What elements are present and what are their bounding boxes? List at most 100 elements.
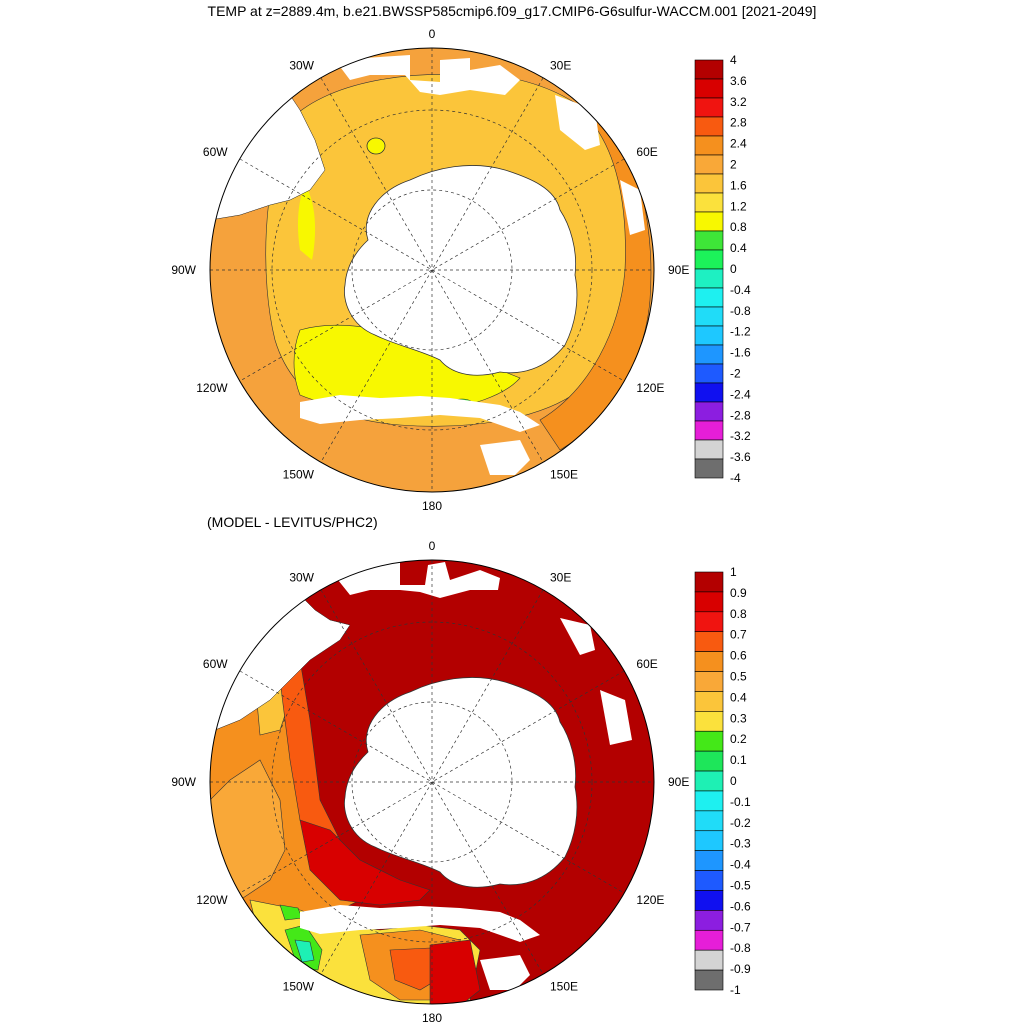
longitude-label: 30W bbox=[289, 59, 314, 73]
colorbar-tick-label: 0.1 bbox=[730, 753, 747, 767]
colorbar-tick-label: -0.8 bbox=[730, 304, 751, 318]
colorbar-tick-label: -0.5 bbox=[730, 879, 751, 893]
longitude-label: 0 bbox=[429, 539, 436, 553]
colorbar-tick-label: -0.6 bbox=[730, 899, 751, 913]
colorbar-tick-label: 0.8 bbox=[730, 607, 747, 621]
colorbar-swatch bbox=[694, 458, 724, 479]
colorbar-swatch bbox=[694, 969, 724, 991]
antarctica-land bbox=[344, 165, 578, 376]
diff-band-0p0 bbox=[294, 939, 315, 963]
colorbar-tick-label: 0.3 bbox=[730, 711, 747, 725]
colorbar-swatch bbox=[694, 810, 724, 832]
top-longitude-labels: 0 30E 60E 90E 120E 150E 180 150W 120W 90W 60W 30W bbox=[171, 27, 689, 513]
colorbar-swatch bbox=[694, 890, 724, 911]
colorbar-tick-label: 0.4 bbox=[730, 241, 747, 255]
colorbar-tick-label: -1.2 bbox=[730, 325, 751, 339]
longitude-label: 150W bbox=[283, 979, 315, 993]
colorbar-tick-label: -0.8 bbox=[730, 941, 751, 955]
longitude-label: 120E bbox=[636, 893, 664, 907]
model-temperature-map: 0 30E 60E 90E 120E 150E 180 150W 120W 90W 60W 30W 4… bbox=[171, 27, 751, 513]
indian-mask-patch bbox=[560, 618, 595, 655]
colorbar-tick-label: 3.2 bbox=[730, 95, 747, 109]
colorbar-tick-label: 0.6 bbox=[730, 649, 747, 663]
temp-band-1p2-west bbox=[297, 185, 316, 260]
longitude-label: 180 bbox=[422, 499, 442, 513]
diff-band-0p9-pacific bbox=[429, 939, 481, 1004]
colorbar-tick-label: 0.9 bbox=[730, 586, 747, 600]
colorbar-tick-label: -2.4 bbox=[730, 387, 751, 401]
ross-sea-mask bbox=[300, 395, 540, 432]
colorbar-tick-label: 0.8 bbox=[730, 220, 747, 234]
longitude-label: 90E bbox=[668, 775, 689, 789]
colorbar-swatch bbox=[694, 949, 724, 971]
colorbar-tick-label: 0.7 bbox=[730, 628, 747, 642]
colorbar-tick-label: 0 bbox=[730, 774, 737, 788]
colorbar-swatch bbox=[694, 192, 724, 213]
indian-mask-patch-2 bbox=[600, 690, 632, 745]
bottom-longitude-labels: 0 30E 60E 90E 120E 150E 180 150W 120W 90W 60W 30W bbox=[171, 539, 689, 1024]
colorbar-swatch bbox=[694, 154, 724, 175]
bottom-colorbar: 1 0.9 0.8 0.7 0.6 0.5 0.4 0.3 0.2 0.1 0 -0.1 -0.2 -0.… bbox=[694, 565, 751, 997]
colorbar-tick-label: -0.4 bbox=[730, 858, 751, 872]
colorbar-tick-label: -1 bbox=[730, 983, 741, 997]
colorbar-swatch bbox=[694, 830, 724, 851]
colorbar-tick-label: 0.5 bbox=[730, 670, 747, 684]
colorbar-swatch bbox=[694, 571, 724, 593]
top-map-border bbox=[209, 47, 655, 493]
ross-sea-mask bbox=[300, 905, 540, 942]
longitude-label: 30W bbox=[289, 571, 314, 585]
colorbar-swatch bbox=[694, 230, 724, 251]
top-colorbar: 4 3.6 3.2 2.8 2.4 2 1.6 1.2 0.8 0.4 0 -0.4 -0.8 -1.2 -… bbox=[694, 53, 751, 485]
colorbar-tick-label: -2 bbox=[730, 367, 741, 381]
longitude-label: 30E bbox=[550, 571, 571, 585]
diff-band-0p9 bbox=[299, 819, 431, 906]
colorbar-swatch bbox=[694, 711, 724, 732]
temp-contour-ring bbox=[366, 137, 386, 155]
colorbar-swatch bbox=[694, 268, 724, 289]
colorbar-swatch bbox=[694, 135, 724, 156]
colorbar-swatch bbox=[694, 287, 724, 308]
colorbar-tick-label: 0 bbox=[730, 262, 737, 276]
difference-panel-title: (MODEL - LEVITUS/PHC2) bbox=[207, 514, 378, 530]
difference-map: 0 30E 60E 90E 120E 150E 180 150W 120W 90W 60W 30W 1… bbox=[171, 539, 751, 1024]
bottom-map-field bbox=[210, 560, 654, 1004]
longitude-label: 90E bbox=[668, 263, 689, 277]
longitude-label: 120W bbox=[196, 893, 228, 907]
colorbar-tick-label: -3.6 bbox=[730, 450, 751, 464]
longitude-label: 180 bbox=[422, 1011, 442, 1024]
longitude-label: 60W bbox=[203, 145, 228, 159]
bottom-graticule bbox=[210, 560, 654, 1004]
longitude-label: 60E bbox=[636, 657, 657, 671]
colorbar-tick-label: -0.9 bbox=[730, 962, 751, 976]
colorbar-swatch bbox=[694, 790, 724, 812]
longitude-label: 90W bbox=[171, 263, 196, 277]
colorbar-swatch bbox=[694, 325, 724, 346]
colorbar-swatch bbox=[694, 78, 724, 99]
longitude-label: 30E bbox=[550, 59, 571, 73]
longitude-label: 90W bbox=[171, 775, 196, 789]
colorbar-swatch bbox=[694, 671, 724, 692]
longitude-label: 150E bbox=[550, 979, 578, 993]
south-atlantic-mask bbox=[335, 55, 520, 95]
colorbar-swatch bbox=[694, 870, 724, 891]
bottom-map-border bbox=[209, 559, 655, 1005]
longitude-label: 60E bbox=[636, 145, 657, 159]
colorbar-tick-label: -1.6 bbox=[730, 346, 751, 360]
colorbar-swatch bbox=[694, 363, 724, 384]
colorbar-swatch bbox=[694, 730, 724, 752]
colorbar-tick-label: 1.6 bbox=[730, 178, 747, 192]
colorbar-swatch bbox=[694, 770, 724, 792]
colorbar-swatch bbox=[694, 173, 724, 194]
colorbar-tick-label: -0.2 bbox=[730, 816, 751, 830]
colorbar-tick-label: 1.2 bbox=[730, 199, 747, 213]
colorbar-swatch bbox=[694, 401, 724, 422]
colorbar-swatch bbox=[694, 850, 724, 871]
colorbar-swatch bbox=[694, 591, 724, 613]
antarctica-land bbox=[344, 677, 578, 888]
colorbar-swatch bbox=[694, 97, 724, 118]
colorbar-tick-label: 0.2 bbox=[730, 732, 747, 746]
colorbar-swatch bbox=[694, 382, 724, 403]
colorbar-swatch bbox=[694, 306, 724, 327]
colorbar-tick-label: -4 bbox=[730, 471, 741, 485]
